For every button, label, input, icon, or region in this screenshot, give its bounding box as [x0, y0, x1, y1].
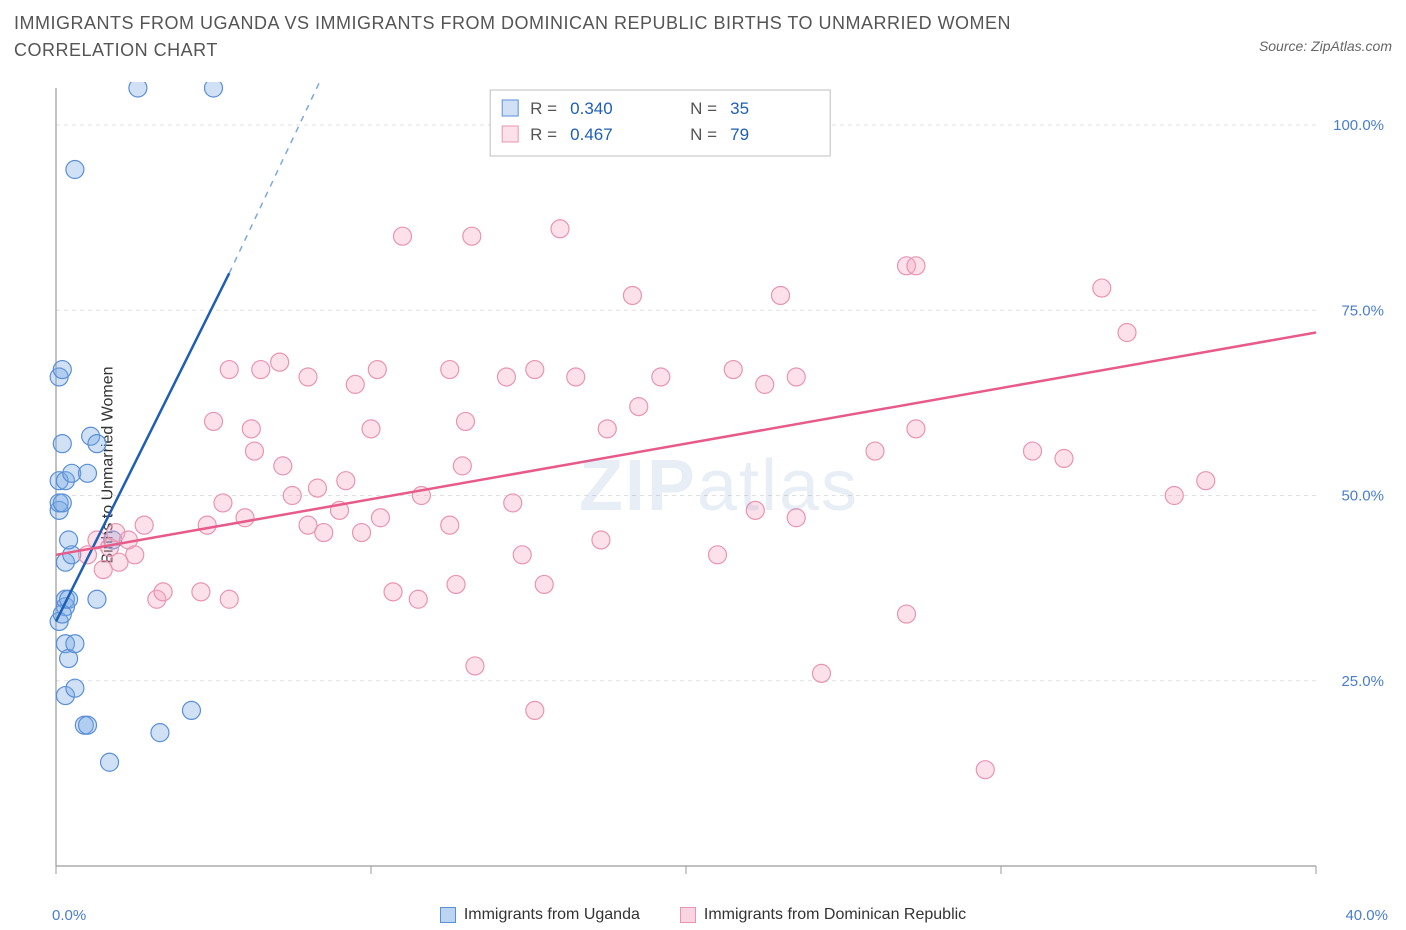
svg-text:100.0%: 100.0%	[1333, 117, 1384, 134]
legend-label-uganda: Immigrants from Uganda	[464, 906, 640, 924]
svg-text:75.0%: 75.0%	[1341, 302, 1384, 319]
svg-text:N =: N =	[690, 125, 717, 144]
bottom-legend: Immigrants from Uganda Immigrants from D…	[0, 906, 1406, 924]
svg-text:R =: R =	[530, 125, 557, 144]
scatter-chart: 25.0% 50.0% 75.0% 100.0% R = 0.340 N = 35 R = 0.4…	[46, 82, 1392, 890]
svg-text:35: 35	[730, 99, 749, 118]
source-label: Source: ZipAtlas.com	[1259, 38, 1392, 54]
plot-area: ZIPatlas 25.0%50.0%75.0%100.0%R =0.340N …	[46, 82, 1392, 890]
svg-text:0.467: 0.467	[570, 125, 613, 144]
legend-label-dominican: Immigrants from Dominican Republic	[704, 906, 966, 924]
legend-swatch-uganda	[440, 907, 456, 923]
svg-text:0.340: 0.340	[570, 99, 613, 118]
svg-text:N =: N =	[690, 99, 717, 118]
svg-text:79: 79	[730, 125, 749, 144]
chart-title: IMMIGRANTS FROM UGANDA VS IMMIGRANTS FRO…	[14, 10, 1114, 64]
legend-item-dominican: Immigrants from Dominican Republic	[680, 906, 966, 924]
svg-text:50.0%: 50.0%	[1341, 488, 1384, 505]
svg-text:25.0%: 25.0%	[1341, 673, 1384, 690]
svg-text:R =: R =	[530, 99, 557, 118]
legend-swatch-dominican	[680, 907, 696, 923]
header: IMMIGRANTS FROM UGANDA VS IMMIGRANTS FRO…	[14, 10, 1392, 64]
legend-item-uganda: Immigrants from Uganda	[440, 906, 640, 924]
